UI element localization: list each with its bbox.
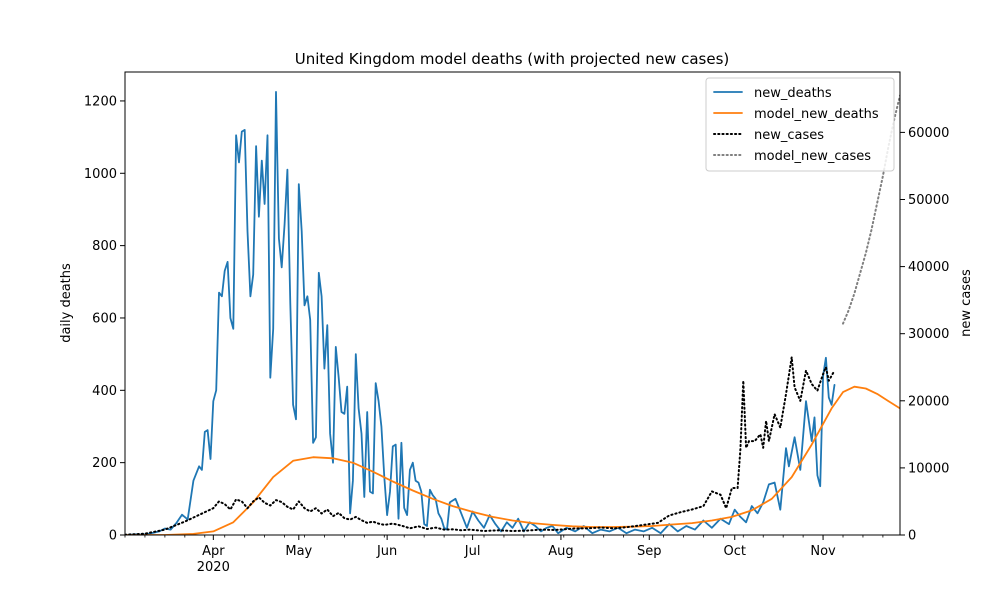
y-tick-label-right: 50000 <box>908 193 949 208</box>
y-tick-label-left: 800 <box>92 239 117 254</box>
y-tick-label-left: 200 <box>92 456 117 471</box>
axes: 0 200 400 600 800 1000 1200 0 10000 20000 30000 400… <box>84 71 949 575</box>
series-line-model-new-deaths <box>125 385 900 535</box>
y-tick-label-left: 400 <box>92 384 117 399</box>
y-tick-label-right: 0 <box>908 529 916 544</box>
x-tick-sublabel: 2020 <box>197 560 230 575</box>
x-tick-label: Jun <box>376 544 397 559</box>
x-tick-label: Apr <box>202 544 225 559</box>
y-tick-label-left: 1200 <box>84 94 117 109</box>
legend-label-model-new-cases: model_new_cases <box>754 149 871 164</box>
y-tick-label-left: 0 <box>109 529 117 544</box>
plot-frame <box>124 71 901 536</box>
y-tick-label-right: 60000 <box>908 126 949 141</box>
legend-label-model-new-deaths: model_new_deaths <box>754 107 879 122</box>
legend-box <box>705 77 895 172</box>
x-tick-label: Aug <box>548 544 573 559</box>
x-tick-label: May <box>285 544 312 559</box>
y-tick-label-right: 40000 <box>908 260 949 275</box>
y-tick-label-right: 10000 <box>908 461 949 476</box>
x-tick-label: Jul <box>464 544 481 559</box>
x-tick-label: Nov <box>810 544 836 559</box>
y-tick-label-left: 1000 <box>84 167 117 182</box>
y-tick-label-right: 30000 <box>908 327 949 342</box>
chart-title: United Kingdom model deaths (with projec… <box>295 50 730 68</box>
x-tick-label: Sep <box>637 544 662 559</box>
y-tick-label-right: 20000 <box>908 394 949 409</box>
series-line-new-deaths <box>125 91 836 535</box>
y-axis-title-right: new cases <box>959 269 974 337</box>
legend: new_deaths model_new_deaths new_casesmodel… <box>705 77 895 172</box>
x-tick-label: Oct <box>724 544 746 559</box>
legend-label-new-deaths: new_deaths <box>754 86 832 101</box>
y-axis-title-left: daily deaths <box>59 263 74 343</box>
legend-label-new-cases: new_cases <box>754 128 824 143</box>
y-tick-label-left: 600 <box>92 311 117 326</box>
series-line-new-cases <box>125 356 836 535</box>
